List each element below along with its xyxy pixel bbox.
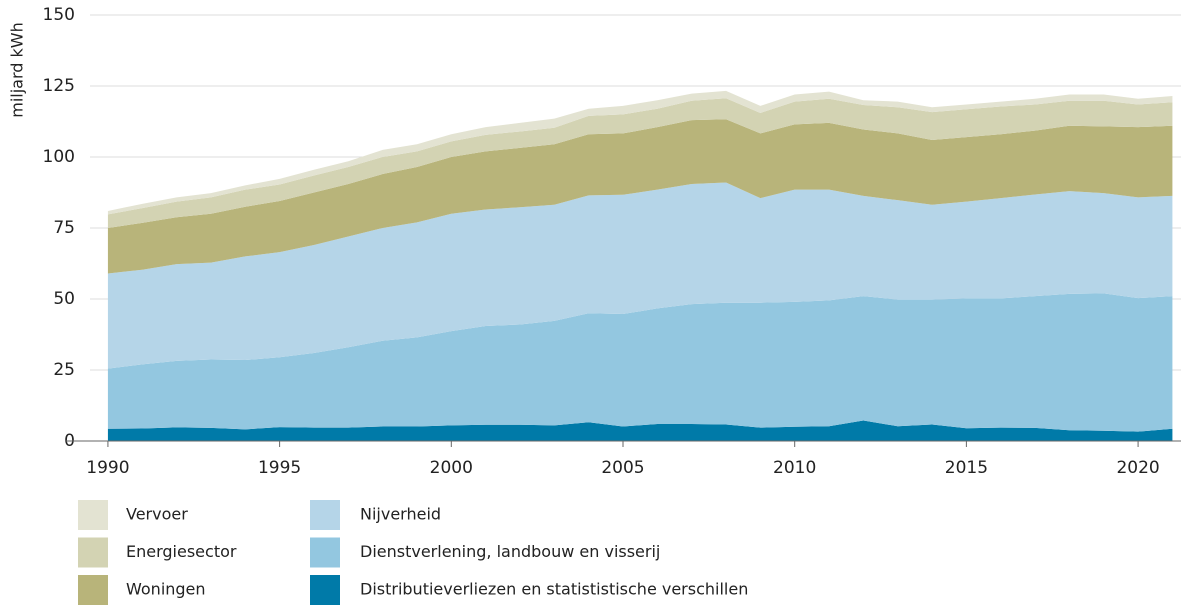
x-tick-label: 1990 [86, 458, 129, 478]
y-tick-label: 50 [53, 289, 75, 309]
y-tick-label: 150 [43, 5, 75, 25]
legend-label: Energiesector [126, 542, 237, 561]
x-tick-label: 2000 [430, 458, 473, 478]
area [107, 293, 1173, 432]
x-tick-label: 2010 [773, 458, 816, 478]
area [107, 119, 1173, 274]
area [107, 98, 1173, 228]
x-tick-label: 2020 [1116, 458, 1159, 478]
y-tick-label: 100 [43, 147, 75, 167]
legend-swatch [310, 537, 340, 568]
x-tick-label: 2015 [945, 458, 988, 478]
legend-swatch [310, 575, 340, 605]
y-tick-label: 75 [53, 218, 75, 238]
y-axis-label: miljard kWh [8, 22, 27, 118]
legend-swatch [310, 500, 340, 530]
legend-swatch [78, 575, 108, 605]
y-tick-label: 25 [53, 360, 75, 380]
y-tick-label: 125 [43, 76, 75, 96]
legend-label: Dienstverlening, landbouw en visserij [360, 542, 660, 561]
legend-label: Woningen [126, 580, 206, 599]
x-tick-label: 1995 [258, 458, 301, 478]
x-tick-label: 2005 [601, 458, 644, 478]
legend-label: Distributieverliezen en statististische … [360, 580, 748, 599]
legend-label: Vervoer [126, 505, 188, 524]
legend-label: Nijverheid [360, 505, 441, 524]
legend-swatch [78, 537, 108, 568]
area [107, 182, 1173, 369]
legend-swatch [78, 500, 108, 530]
area [107, 420, 1173, 441]
